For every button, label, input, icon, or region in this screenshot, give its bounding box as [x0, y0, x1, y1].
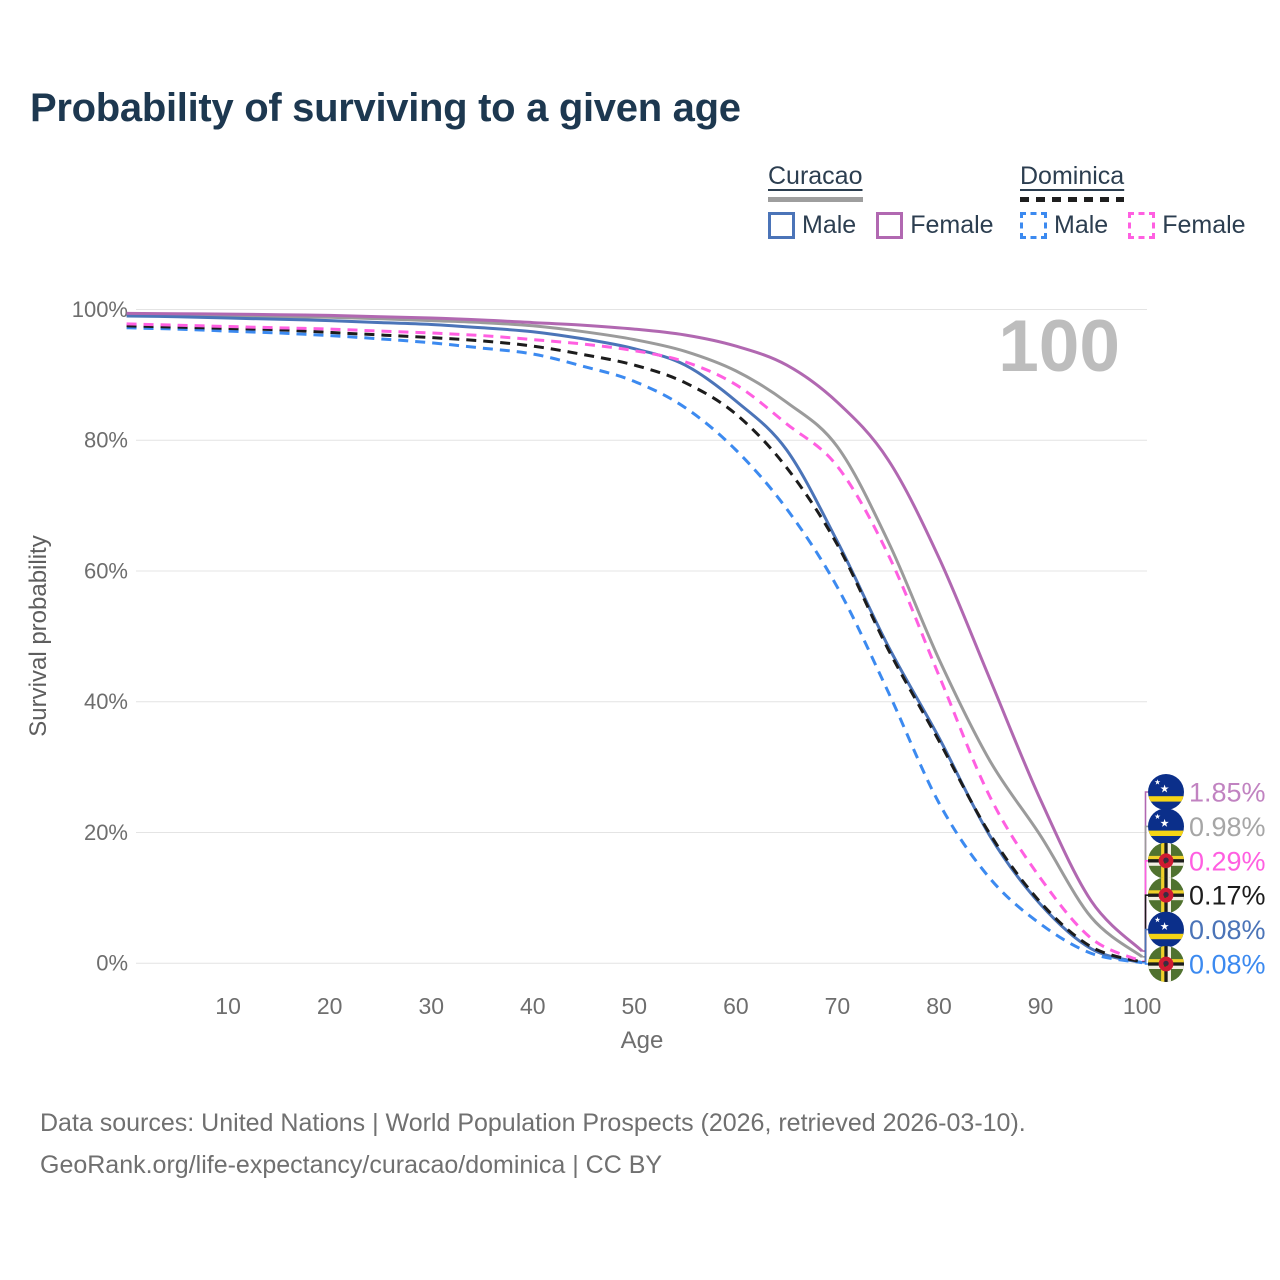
legend-group-title-dominica: Dominica [1020, 162, 1125, 190]
curve-dominica-female [126, 322, 1143, 963]
y-tick-label: 20% [84, 820, 128, 845]
y-axis-title: Survival probability [25, 535, 52, 736]
curve-curacao-female [126, 311, 1144, 953]
curve-curacao-male [126, 314, 1143, 965]
flag-dominica-icon [1148, 843, 1184, 879]
y-tick-label: 80% [84, 427, 128, 452]
legend-line-sample-dominica [1020, 197, 1125, 202]
footer-attribution: GeoRank.org/life-expectancy/curacao/domi… [40, 1151, 663, 1179]
y-tick-label: 100% [72, 297, 128, 322]
end-label-connector-curacao-male [1142, 928, 1148, 964]
grid-layer: 0% 20% 40% 60% 80% 100% 100 10 20 30 40 50 60 70 80 90 1… [25, 297, 1161, 1054]
x-tick-label: 40 [520, 993, 546, 1019]
flag-dominica-icon [1148, 946, 1184, 982]
legend-item-curacao-female[interactable]: Female [876, 211, 994, 240]
dominica-female-swatch-icon [1128, 212, 1156, 239]
legend-group-curacao: Curacao Male Female [768, 162, 1014, 240]
legend-item-curacao-male[interactable]: Male [768, 211, 856, 240]
legend-group-title-curacao: Curacao [768, 162, 863, 190]
x-tick-label: 100 [1123, 993, 1161, 1019]
x-axis-title: Age [621, 1027, 664, 1054]
flag-dominica-icon [1148, 877, 1184, 913]
legend-item-dominica-male[interactable]: Male [1020, 211, 1108, 240]
watermark-max-age: 100 [998, 306, 1120, 387]
curacao-female-swatch-icon [876, 212, 904, 239]
legend-item-label: Female [910, 211, 994, 239]
x-tick-label: 20 [317, 993, 343, 1019]
legend-group-header: Dominica [1020, 162, 1125, 202]
y-tick-label: 0% [96, 950, 128, 975]
legend-item-label: Male [802, 211, 857, 239]
legend-group-dominica: Dominica Male Female [1020, 162, 1266, 240]
y-tick-label: 40% [84, 689, 128, 714]
legend: Curacao Male Female Dominica [0, 162, 1280, 244]
legend-line-sample-curacao [768, 197, 863, 202]
x-tick-label: 70 [825, 993, 851, 1019]
footer: Data sources: United Nations | World Pop… [40, 1102, 1026, 1186]
page-title: Probability of surviving to a given age [30, 86, 741, 130]
dominica-male-swatch-icon [1020, 212, 1047, 239]
legend-items: Male Female [768, 211, 1014, 240]
end-label-value-dominica-female: 0.29% [1189, 846, 1266, 876]
curve-curacao-both [126, 313, 1144, 959]
x-tick-label: 10 [215, 993, 241, 1019]
x-tick-label: 80 [926, 993, 952, 1019]
end-label-value-curacao-both: 0.98% [1189, 812, 1266, 842]
end-labels-layer: 1.85% 0.98% 0.29% 0.17% 0.08% 0.08% [1142, 774, 1266, 982]
legend-item-label: Male [1054, 211, 1109, 239]
footer-data-sources: Data sources: United Nations | World Pop… [40, 1109, 1026, 1137]
x-tick-label: 50 [622, 993, 648, 1019]
flag-curacao-icon [1148, 808, 1184, 844]
end-label-connector-dominica-male [1142, 961, 1148, 965]
end-label-value-dominica-both: 0.17% [1189, 881, 1266, 911]
end-label-value-curacao-female: 1.85% [1189, 777, 1266, 807]
legend-item-label: Female [1162, 211, 1246, 239]
curves-layer [126, 311, 1144, 965]
curve-dominica-male [126, 326, 1143, 965]
end-label-value-dominica-male: 0.08% [1189, 949, 1266, 979]
flag-curacao-icon [1148, 912, 1184, 948]
end-label-value-curacao-male: 0.08% [1189, 915, 1266, 945]
x-tick-label: 90 [1028, 993, 1054, 1019]
legend-item-dominica-female[interactable]: Female [1128, 211, 1246, 240]
legend-items: Male Female [1020, 211, 1266, 240]
y-tick-label: 60% [84, 558, 128, 583]
flag-curacao-icon [1148, 774, 1184, 810]
curve-dominica-both [126, 324, 1143, 964]
legend-group-header: Curacao [768, 162, 863, 202]
curacao-male-swatch-icon [768, 212, 795, 239]
x-tick-label: 30 [419, 993, 445, 1019]
x-tick-label: 60 [723, 993, 749, 1019]
